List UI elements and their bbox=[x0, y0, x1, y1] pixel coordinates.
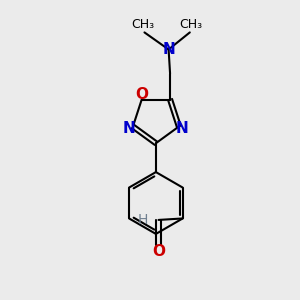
Text: N: N bbox=[162, 42, 175, 57]
Text: CH₃: CH₃ bbox=[131, 18, 154, 31]
Text: N: N bbox=[123, 121, 136, 136]
Text: O: O bbox=[135, 87, 148, 102]
Text: CH₃: CH₃ bbox=[180, 18, 203, 31]
Text: N: N bbox=[176, 121, 189, 136]
Text: H: H bbox=[138, 213, 148, 227]
Text: O: O bbox=[152, 244, 165, 259]
